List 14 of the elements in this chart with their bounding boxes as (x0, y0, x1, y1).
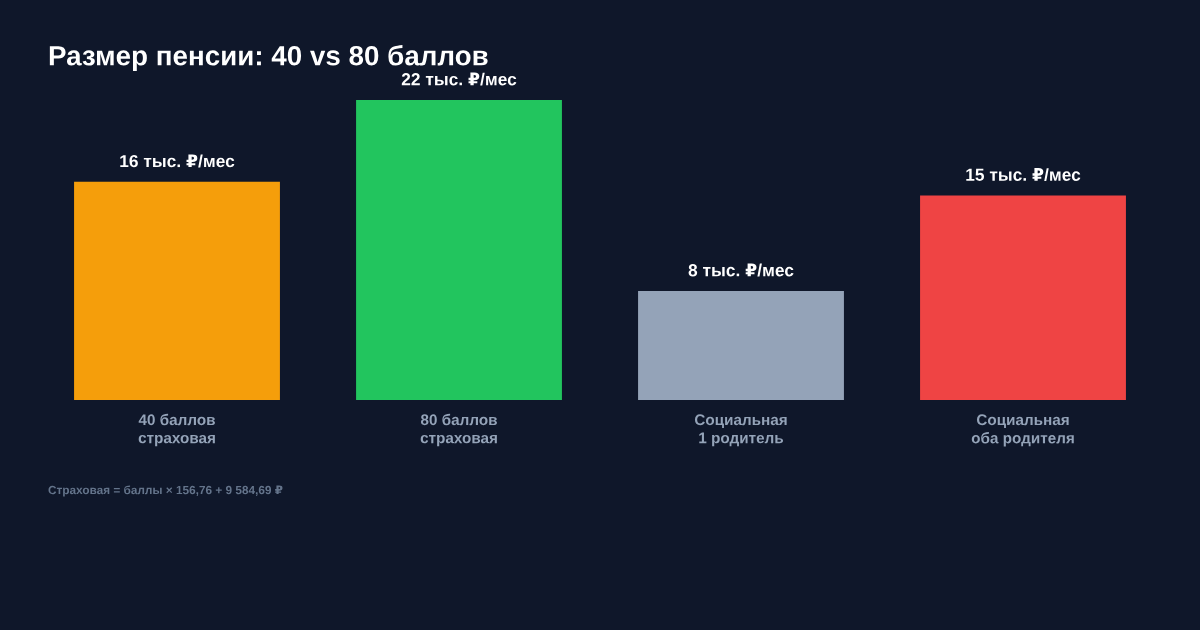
x-tick-label: 40 баллов страховая (138, 413, 215, 447)
data-label: 16 тыс. ₽/мес (120, 154, 235, 168)
text: Страховая = баллы × 156,76 + 9 584,69 ₽ (48, 485, 283, 497)
data-label: 22 тыс. ₽/мес (401, 72, 517, 86)
x-tick-label: 80 баллов страховая (420, 413, 497, 447)
bar (920, 195, 1126, 401)
bar (638, 290, 844, 401)
bar (74, 181, 280, 401)
chart-title: Размер пенсии: 40 vs 80 баллов (49, 44, 488, 72)
data-label: 8 тыс. ₽/мес (688, 263, 794, 277)
bar (356, 99, 562, 401)
x-tick-label: Социальная 1 родитель (694, 414, 787, 447)
data-label: 15 тыс. ₽/мес (966, 168, 1081, 182)
x-tick-label: Социальная оба родителя (971, 414, 1074, 447)
